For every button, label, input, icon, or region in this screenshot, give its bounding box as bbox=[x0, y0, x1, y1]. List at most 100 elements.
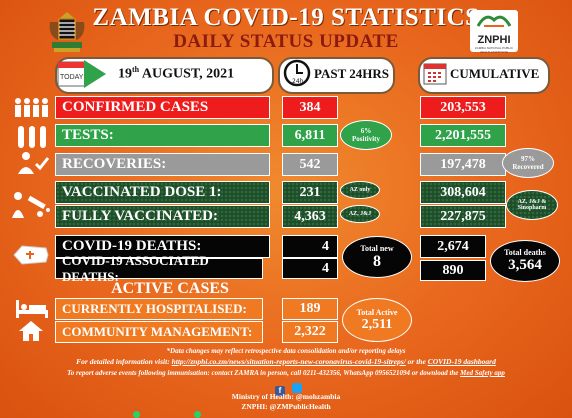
home-care-icon bbox=[18, 320, 44, 342]
community-value: 2,322 bbox=[282, 321, 338, 343]
coat-of-arms-icon bbox=[44, 8, 90, 54]
facebook-icon[interactable]: f bbox=[275, 386, 285, 396]
calendar-icon bbox=[422, 60, 448, 86]
positivity-label: Positivity bbox=[352, 135, 380, 143]
recoveries-label: RECOVERIES: bbox=[62, 156, 167, 172]
disclaimer: *Data changes may reflect retrospective … bbox=[166, 347, 406, 355]
recovered-label: Recovered bbox=[512, 163, 544, 171]
total-deaths-badge: Total deaths 3,564 bbox=[490, 240, 560, 282]
deaths-day: 4 bbox=[282, 235, 338, 258]
recovered-badge: 97% Recovered bbox=[502, 148, 554, 178]
dose1-note: AZ only bbox=[349, 187, 371, 193]
vaccine-icon bbox=[10, 190, 52, 220]
twitter-icon[interactable] bbox=[292, 383, 302, 393]
znphi-handle: ZNPHI: @ZMPublicHealth bbox=[241, 402, 331, 411]
tests-cum: 2,201,555 bbox=[420, 124, 506, 147]
hospitalised-label-box: CURRENTLY HOSPITALISED: bbox=[55, 298, 263, 320]
confirmed-cases-day: 384 bbox=[282, 96, 338, 119]
assoc-deaths-cum: 890 bbox=[420, 260, 486, 281]
today-label: TODAY bbox=[60, 74, 84, 81]
sitrep-link[interactable]: http://znphi.co.zm/news/situation-report… bbox=[171, 357, 406, 366]
deaths-cum: 2,674 bbox=[420, 235, 486, 258]
znphi-logo-subtext: ZAMBIA NATIONAL PUBLIC HEALTH INSTITUTE bbox=[474, 46, 514, 54]
dose1-cum: 308,604 bbox=[420, 181, 506, 204]
total-active-label: Total Active bbox=[356, 307, 398, 317]
page-subtitle: DAILY STATUS UPDATE bbox=[173, 31, 399, 52]
date-day: 19 bbox=[118, 66, 132, 82]
coffin-icon bbox=[12, 244, 50, 266]
cumulative-label: CUMULATIVE bbox=[450, 66, 540, 81]
social-icons: f bbox=[275, 380, 305, 396]
confirmed-cases-label-box: CONFIRMED CASES bbox=[55, 96, 270, 119]
report-text: To report adverse events following immun… bbox=[67, 369, 461, 377]
full-vax-note-badge: AZ, J&J bbox=[340, 205, 380, 223]
full-vax-note: AZ, J&J bbox=[348, 211, 372, 217]
full-vax-day: 4,363 bbox=[282, 205, 338, 228]
svg-text:24h: 24h bbox=[292, 78, 304, 85]
page-title: ZAMBIA COVID-19 STATISTICS bbox=[92, 4, 480, 31]
full-vax-cum: 227,875 bbox=[420, 205, 506, 228]
positivity-pct: 6% bbox=[360, 127, 372, 135]
deaths-label: COVID-19 DEATHS: bbox=[62, 238, 202, 254]
hospital-bed-icon bbox=[14, 298, 50, 320]
whatsapp-icon bbox=[133, 411, 140, 418]
recoveries-label-box: RECOVERIES: bbox=[55, 153, 270, 176]
total-active-badge: Total Active 2,511 bbox=[342, 298, 412, 342]
tests-label-box: TESTS: bbox=[55, 124, 270, 147]
date-suffix: th bbox=[132, 65, 140, 74]
report-line: To report adverse events following immun… bbox=[0, 369, 572, 377]
test-tubes-icon bbox=[14, 124, 50, 150]
cum-vax-note-badge: AZ, J&J & Sinopharm bbox=[506, 190, 558, 220]
total-active-value: 2,511 bbox=[361, 316, 393, 332]
total-new-value: 8 bbox=[373, 252, 381, 270]
full-vax-label: FULLY VACCINATED: bbox=[62, 208, 219, 224]
recoveries-cum: 197,478 bbox=[420, 153, 506, 176]
date-rest: AUGUST, 2021 bbox=[139, 66, 235, 82]
recovery-icon bbox=[14, 150, 50, 176]
confirmed-cases-label: CONFIRMED CASES bbox=[62, 99, 209, 115]
moh-handle: Ministry of Health: @mohzambia bbox=[231, 392, 341, 401]
total-deaths-value: 3,564 bbox=[508, 257, 542, 273]
tests-day: 6,811 bbox=[282, 124, 338, 147]
znphi-logo-text: ZNPHI bbox=[477, 34, 511, 46]
whatsapp-icon bbox=[194, 411, 201, 418]
assoc-deaths-day: 4 bbox=[282, 258, 338, 279]
past24-label: PAST 24HRS bbox=[314, 66, 390, 81]
znphi-logo: ZNPHI ZAMBIA NATIONAL PUBLIC HEALTH INST… bbox=[470, 10, 518, 54]
info-mid: or the bbox=[405, 357, 428, 366]
hospitalised-label: CURRENTLY HOSPITALISED: bbox=[62, 301, 247, 316]
people-icon bbox=[12, 96, 50, 118]
positivity-badge: 6% Positivity bbox=[340, 120, 392, 150]
community-label-box: COMMUNITY MANAGEMENT: bbox=[55, 321, 263, 343]
znphi-emblem-icon bbox=[476, 15, 512, 27]
deaths-label-box: COVID-19 DEATHS: bbox=[55, 235, 270, 258]
dose1-day: 231 bbox=[282, 181, 338, 204]
total-deaths-label: Total deaths bbox=[504, 248, 546, 257]
clock-24h-icon: 24h bbox=[282, 58, 312, 88]
med-safety-link[interactable]: Med Safety app bbox=[460, 369, 505, 377]
calendar-today-icon bbox=[56, 58, 108, 90]
dose1-note-badge: AZ only bbox=[340, 181, 380, 199]
total-new-label: Total new bbox=[360, 243, 394, 253]
confirmed-cases-cum: 203,553 bbox=[420, 96, 506, 119]
assoc-deaths-label-box: COVID-19 ASSOCIATED DEATHS: bbox=[55, 253, 263, 284]
cum-vax-note: AZ, J&J & Sinopharm bbox=[517, 199, 547, 211]
recovered-pct: 97% bbox=[521, 155, 535, 163]
full-vax-label-box: FULLY VACCINATED: bbox=[55, 205, 270, 228]
tests-label: TESTS: bbox=[62, 127, 114, 143]
assoc-deaths-day-value: 4 bbox=[322, 260, 329, 276]
dashboard-link[interactable]: COVID-19 dashboard bbox=[427, 357, 496, 366]
dose1-label-box: VACCINATED DOSE 1: bbox=[55, 181, 270, 204]
report-date: 19th AUGUST, 2021 bbox=[118, 65, 234, 83]
community-label: COMMUNITY MANAGEMENT: bbox=[62, 324, 253, 339]
active-cases-heading: ACTIVE CASES bbox=[111, 280, 229, 297]
total-new-deaths-badge: Total new 8 bbox=[342, 236, 412, 278]
info-prefix: For detailed information visit: bbox=[76, 357, 172, 366]
info-line: For detailed information visit: http://z… bbox=[0, 357, 572, 366]
assoc-deaths-label: COVID-19 ASSOCIATED DEATHS: bbox=[62, 252, 209, 284]
dose1-label: VACCINATED DOSE 1: bbox=[62, 184, 222, 200]
recoveries-day: 542 bbox=[282, 153, 338, 176]
hospitalised-value: 189 bbox=[282, 298, 338, 320]
deaths-day-value: 4 bbox=[322, 238, 329, 254]
